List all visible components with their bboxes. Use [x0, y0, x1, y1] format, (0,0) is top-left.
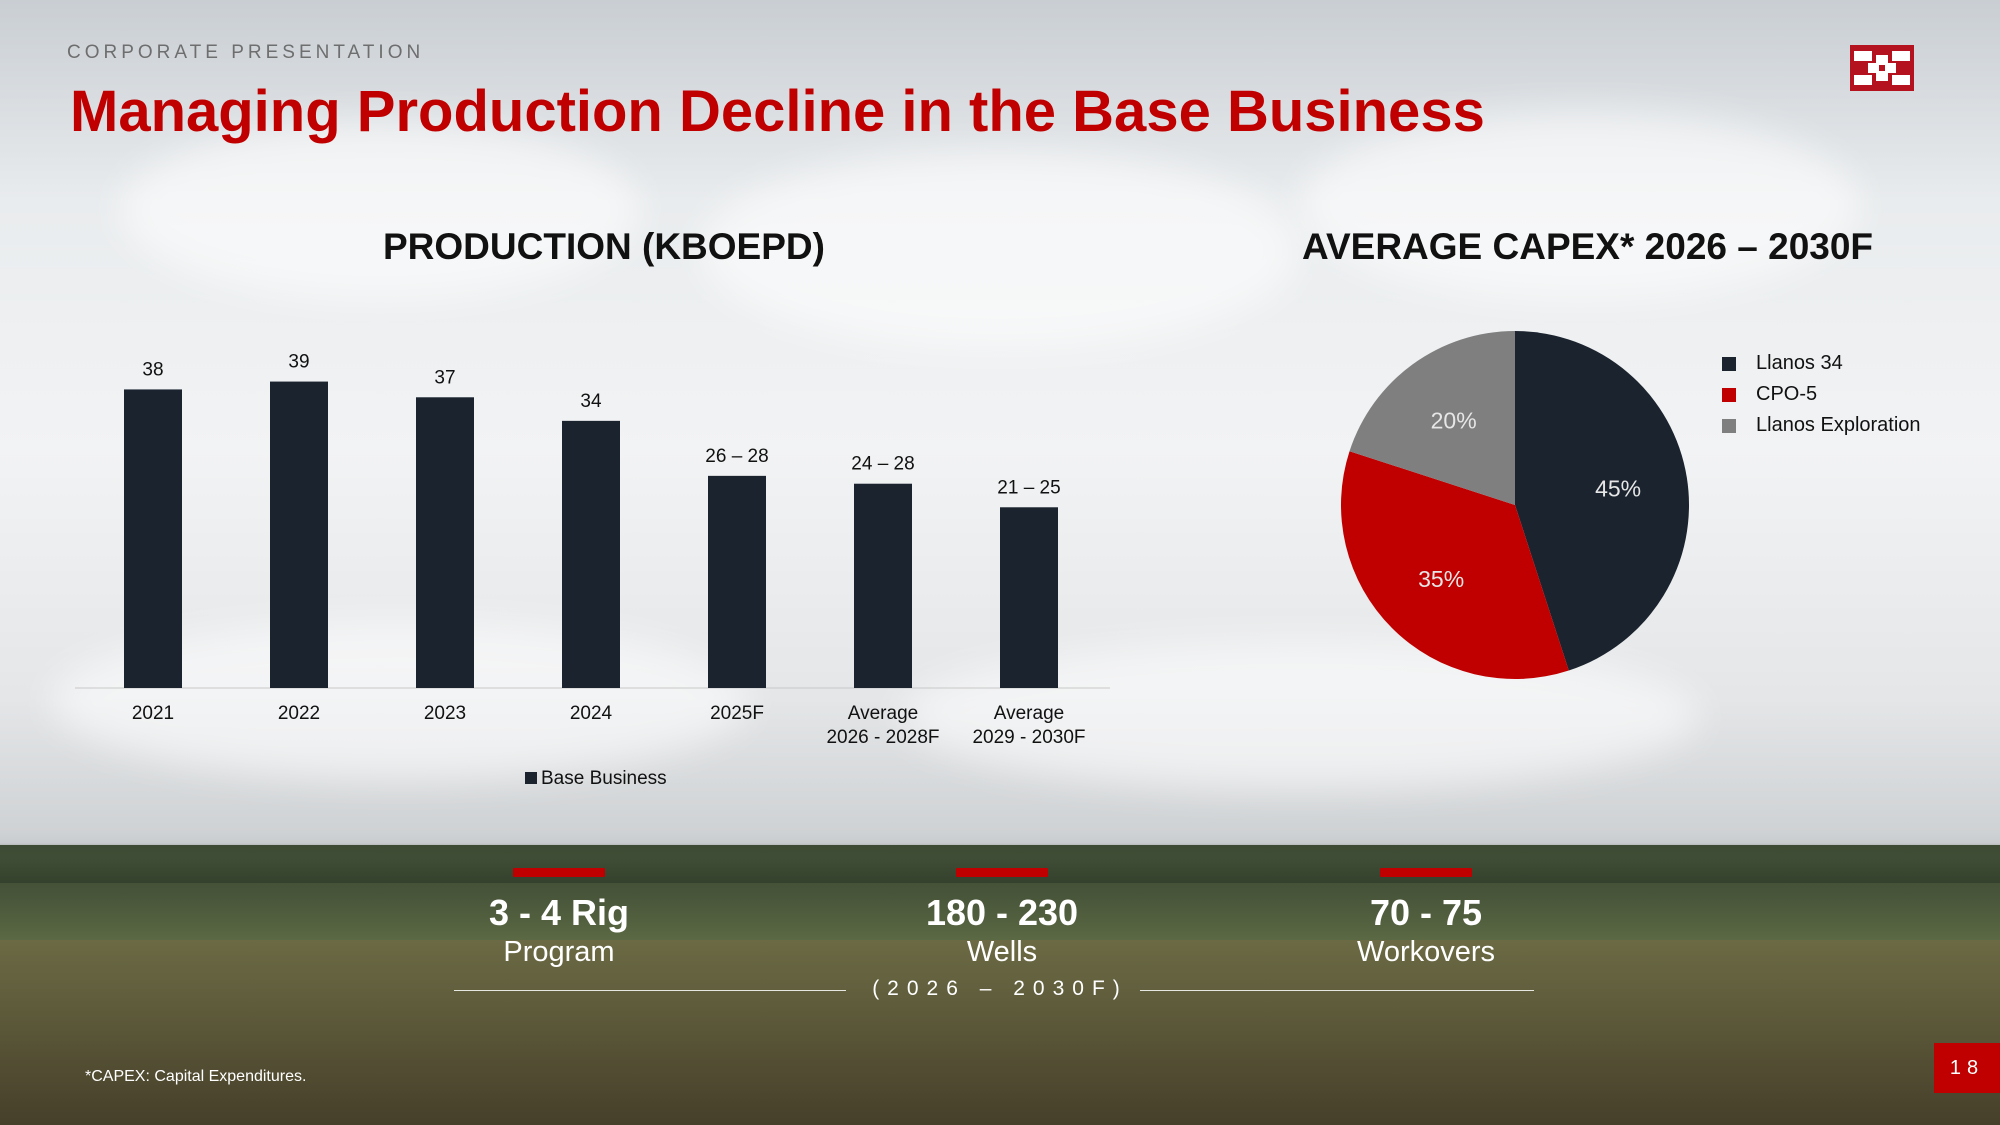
bar-data-label: 24 – 28: [851, 454, 914, 475]
bar: [270, 381, 328, 688]
production-chart-title: PRODUCTION (KBOEPD): [383, 226, 825, 267]
pie-slice: [1515, 331, 1689, 671]
period-label: (2026 – 2030F): [872, 977, 1128, 1000]
capex-legend: Llanos 34 CPO-5 Llanos Exploration: [1722, 348, 1921, 441]
stat-rig-program: 3 - 4 Rig Program: [389, 868, 729, 970]
bar-data-label: 26 – 28: [705, 446, 768, 467]
stat-wells: 180 - 230 Wells: [832, 868, 1172, 970]
bar-data-label: 34: [580, 391, 602, 412]
legend-swatch: [1722, 356, 1736, 371]
stat-accent-bar: [956, 868, 1048, 877]
pie-value-label: 35%: [1418, 566, 1464, 592]
bar: [708, 475, 766, 688]
x-tick-label: 2021: [132, 703, 174, 724]
capex-pie-chart: 45% 35% 20%: [1341, 331, 1689, 679]
header-label: CORPORATE PRESENTATION: [67, 42, 425, 63]
legend-item-cpo-5: CPO-5: [1722, 379, 1921, 410]
legend-swatch: [1722, 418, 1736, 433]
bar: [854, 483, 912, 688]
legend-item-llanos-exploration: Llanos Exploration: [1722, 410, 1921, 441]
bar-legend-label: Base Business: [541, 768, 667, 789]
x-tick-label: 2025F: [710, 703, 764, 724]
capex-chart-title: AVERAGE CAPEX* 2026 – 2030F: [1302, 226, 1874, 267]
legend-label: Llanos Exploration: [1756, 414, 1921, 436]
pie-slice: [1341, 451, 1569, 679]
bar-data-label: 38: [142, 359, 163, 380]
bar-data-label: 37: [434, 367, 455, 388]
x-tick-label: 2029 - 2030F: [972, 727, 1085, 748]
x-tick-label: Average: [994, 703, 1064, 724]
divider-left: [454, 990, 846, 991]
bar: [562, 420, 620, 688]
bar-data-label: 39: [288, 352, 309, 373]
stat-accent-bar: [1380, 868, 1472, 877]
footnote: *CAPEX: Capital Expenditures.: [85, 1068, 307, 1085]
pie-slice: [1349, 331, 1515, 505]
x-tick-label: 2022: [278, 703, 320, 724]
bar: [416, 397, 474, 688]
page-number: 18: [1934, 1043, 2000, 1093]
stat-label: Wells: [966, 936, 1038, 968]
legend-item-llanos-34: Llanos 34: [1722, 348, 1921, 379]
divider-right: [1140, 990, 1534, 991]
stat-accent-bar: [513, 868, 605, 877]
stat-workovers: 70 - 75 Workovers: [1256, 868, 1596, 970]
bar-data-label: 21 – 25: [997, 477, 1060, 498]
pie-value-label: 20%: [1431, 408, 1477, 434]
x-tick-label: 2023: [424, 703, 466, 724]
stat-value: 180 - 230: [925, 892, 1079, 933]
company-logo-icon: [1850, 45, 1914, 91]
x-tick-label: 2024: [570, 703, 613, 724]
bar: [124, 389, 182, 688]
page-title: Managing Production Decline in the Base …: [70, 79, 1485, 144]
bar: [1000, 507, 1058, 688]
stat-value: 3 - 4 Rig: [488, 892, 630, 933]
x-tick-label: 2026 - 2028F: [826, 727, 939, 748]
production-bar-chart: 38 2021 39 2022 37 2023 34 2024 26 – 28 2025F 24 –…: [75, 352, 1110, 789]
x-tick-label: Average: [848, 703, 918, 724]
legend-label: CPO-5: [1756, 383, 1818, 405]
legend-label: Llanos 34: [1756, 352, 1843, 374]
pie-value-label: 45%: [1595, 476, 1641, 502]
legend-swatch: [525, 772, 537, 784]
stat-label: Program: [503, 936, 615, 968]
stat-value: 70 - 75: [1369, 892, 1483, 933]
legend-swatch: [1722, 387, 1736, 402]
stat-label: Workovers: [1356, 936, 1496, 968]
